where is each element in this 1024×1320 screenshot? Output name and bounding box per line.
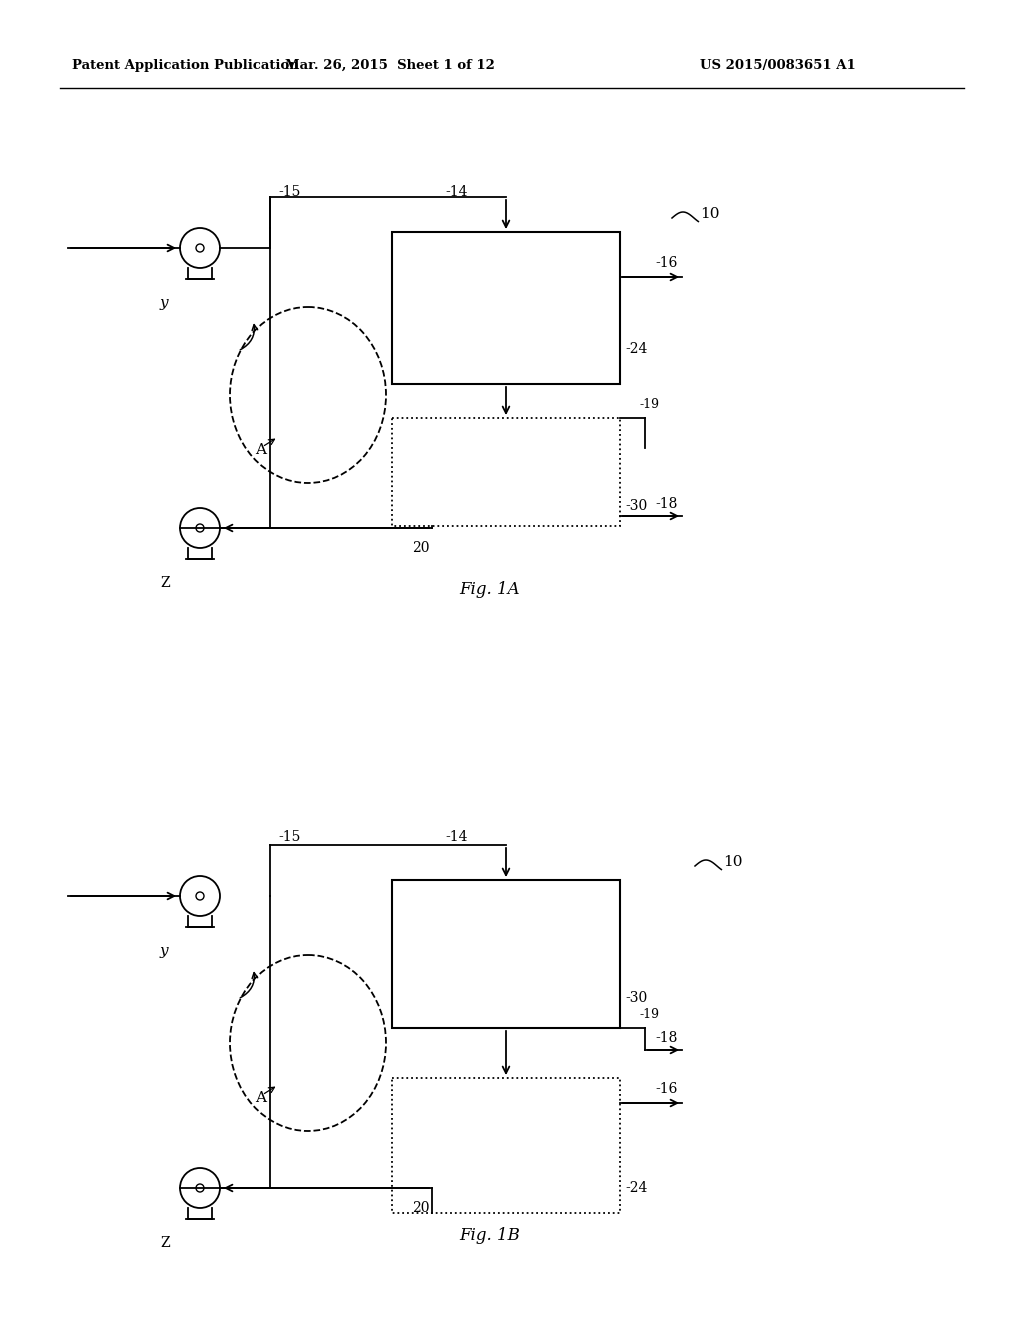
- Text: y: y: [160, 296, 169, 310]
- Bar: [392, 1078, 620, 1213]
- Text: Fig. 1B: Fig. 1B: [460, 1226, 520, 1243]
- Text: 10: 10: [700, 207, 720, 220]
- Text: 20: 20: [412, 1201, 429, 1214]
- Text: -16: -16: [655, 1082, 677, 1096]
- Text: -24: -24: [625, 1181, 647, 1195]
- Text: US 2015/0083651 A1: US 2015/0083651 A1: [700, 58, 856, 71]
- Text: A: A: [255, 444, 266, 457]
- Text: -19: -19: [640, 397, 660, 411]
- Text: -15: -15: [278, 185, 300, 199]
- Text: Z: Z: [160, 576, 170, 590]
- Bar: [392, 418, 620, 525]
- Text: Z: Z: [160, 1236, 170, 1250]
- Text: -16: -16: [655, 256, 677, 271]
- Text: 10: 10: [723, 855, 742, 869]
- Text: y: y: [160, 944, 169, 958]
- Text: Patent Application Publication: Patent Application Publication: [72, 58, 299, 71]
- Bar: [392, 880, 620, 1028]
- Text: Mar. 26, 2015  Sheet 1 of 12: Mar. 26, 2015 Sheet 1 of 12: [285, 58, 495, 71]
- Text: -30: -30: [625, 499, 647, 513]
- Text: -30: -30: [625, 991, 647, 1005]
- Text: -14: -14: [445, 185, 468, 199]
- Text: -18: -18: [655, 498, 677, 511]
- Text: -18: -18: [655, 1031, 677, 1045]
- Text: -15: -15: [278, 830, 300, 843]
- Bar: [392, 232, 620, 384]
- Text: 20: 20: [412, 541, 429, 554]
- Text: -24: -24: [625, 342, 647, 356]
- Text: -19: -19: [640, 1007, 660, 1020]
- Text: A: A: [255, 1092, 266, 1105]
- Text: -14: -14: [445, 830, 468, 843]
- Text: Fig. 1A: Fig. 1A: [460, 582, 520, 598]
